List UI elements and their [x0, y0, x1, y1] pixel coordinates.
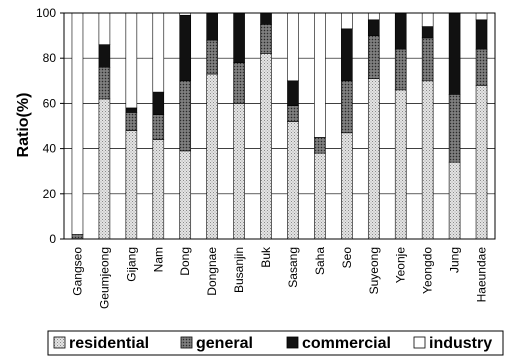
bar-segment-residential — [367, 78, 380, 240]
x-tick-label: Gangseo — [70, 247, 84, 296]
legend-label-commercial: commercial — [302, 335, 391, 352]
bar-segment-industry — [475, 12, 488, 21]
bar-segment-industry — [98, 12, 111, 45]
x-tick-label: Suyeong — [367, 247, 381, 294]
legend-swatch-general — [180, 336, 193, 349]
bar-segment-residential — [421, 80, 434, 240]
bar-segment-general — [98, 66, 111, 100]
bar-segment-general — [475, 48, 488, 86]
bar-segment-general — [260, 23, 272, 54]
bar-segment-general — [287, 105, 299, 122]
bar-segment-commercial — [367, 19, 380, 36]
bar-segment-commercial — [448, 12, 461, 95]
bar-segment-commercial — [179, 14, 192, 82]
y-tick-label: 100 — [36, 6, 56, 20]
bar-segment-residential — [314, 152, 326, 240]
axes — [60, 12, 496, 240]
x-tick-label: Dongnae — [205, 247, 219, 296]
x-tick-labels: Gangseo Geumjeong Gijang Nam Dong Dongnae Busa… — [70, 246, 488, 309]
bar-segment-industry — [367, 12, 380, 21]
bar-segment-general — [421, 37, 434, 82]
bar-segment-residential — [475, 85, 488, 240]
bar-segment-commercial — [125, 107, 138, 113]
x-tick-label: Haeundae — [475, 247, 489, 303]
bar-segment-industry — [152, 12, 165, 93]
bar-segment-residential — [341, 132, 353, 240]
bar-segment-commercial — [98, 44, 111, 68]
bar-segment-commercial — [206, 12, 218, 41]
y-tick-label: 60 — [43, 96, 57, 110]
x-tick-label: Busanjin — [232, 247, 246, 293]
bar-segment-residential — [233, 103, 245, 240]
bar-segment-general — [341, 80, 353, 134]
bar-segment-commercial — [233, 12, 245, 64]
bar-segment-general — [152, 114, 165, 140]
bar-segment-industry — [71, 12, 84, 235]
bar-segment-residential — [125, 130, 138, 240]
y-axis-label: Ratio(%) — [15, 93, 32, 158]
bar-segment-commercial — [341, 28, 353, 82]
x-tick-label: Sasang — [286, 247, 300, 288]
x-tick-label: Nam — [151, 247, 165, 272]
x-tick-label: Yeonje — [394, 247, 408, 284]
bar-segment-residential — [260, 53, 272, 240]
bar-segment-commercial — [287, 80, 299, 106]
legend-swatch-commercial — [286, 336, 299, 349]
bar-segment-industry — [341, 12, 353, 30]
legend-box — [47, 330, 504, 356]
y-tick-label: 20 — [43, 187, 57, 201]
bar-segment-residential — [394, 89, 407, 240]
legend-label-industry: industry — [429, 335, 492, 352]
bar-segment-residential — [152, 139, 165, 240]
x-tick-label: Gijang — [124, 247, 138, 282]
legend-swatch-residential — [53, 336, 66, 349]
bar-segment-industry — [125, 12, 138, 109]
bar-segment-commercial — [152, 91, 165, 115]
bar-segment-general — [314, 137, 326, 154]
legend-label-residential: residential — [69, 335, 149, 352]
bar-segment-residential — [206, 73, 218, 240]
bar-segment-general — [394, 48, 407, 91]
bar-segment-general — [206, 39, 218, 75]
x-tick-label: Seo — [340, 247, 354, 269]
bar-segment-industry — [287, 12, 299, 82]
x-tick-label: Saha — [313, 247, 327, 275]
y-tick-label: 80 — [43, 51, 57, 65]
bar-segment-industry — [314, 12, 326, 138]
y-tick-labels: 0 20 40 60 80 100 — [36, 6, 56, 246]
bar-segment-general — [448, 94, 461, 163]
bar-segment-industry — [421, 12, 434, 27]
bar-segment-general — [367, 35, 380, 79]
bar-segment-commercial — [394, 12, 407, 50]
bar-segment-residential — [287, 121, 299, 240]
plot-frame — [63, 12, 496, 240]
bar-segment-general — [179, 80, 192, 152]
legend: residential general commercial industry — [47, 330, 504, 356]
bar-segment-residential — [179, 150, 192, 240]
x-tick-label: Dong — [178, 247, 192, 276]
bar-segment-general — [233, 62, 245, 104]
x-tick-label: Buk — [259, 246, 273, 268]
x-tick-label: Geumjeong — [97, 247, 111, 309]
bar-segment-general — [125, 112, 138, 131]
legend-label-general: general — [196, 335, 253, 352]
bar-segment-residential — [448, 161, 461, 240]
legend-swatch-industry — [413, 336, 426, 349]
bar-segment-general — [71, 234, 84, 240]
bar-segment-commercial — [475, 19, 488, 50]
y-tick-label: 40 — [43, 142, 57, 156]
x-tick-label: Yeongdo — [421, 247, 435, 294]
x-tick-label: Jung — [448, 247, 462, 273]
bar-segment-commercial — [260, 12, 272, 25]
y-tick-label: 0 — [49, 232, 56, 246]
bar-segment-residential — [98, 98, 111, 240]
bar-segment-commercial — [421, 26, 434, 39]
bars — [71, 12, 488, 240]
